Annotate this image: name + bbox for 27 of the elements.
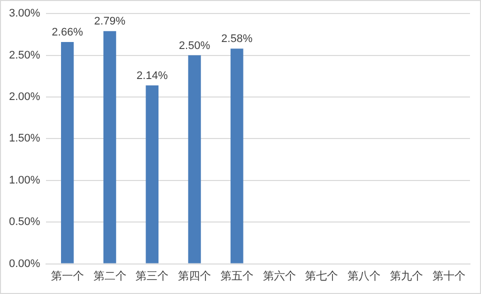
- x-tick-label: 第六个: [262, 269, 296, 282]
- y-tick-label: 2.00%: [8, 91, 40, 104]
- x-tick-label: 第三个: [136, 270, 169, 282]
- data-label: 2.66%: [52, 26, 84, 38]
- y-tick-label: 3.00%: [8, 8, 40, 20]
- x-tick-label: 第一个: [50, 270, 84, 282]
- x-tick-label: 第二个: [93, 270, 126, 282]
- x-tick-label: 第十个: [432, 269, 466, 282]
- bar: [230, 48, 244, 264]
- data-label: 2.79%: [94, 16, 126, 28]
- y-tick-label: 1.00%: [8, 174, 40, 186]
- data-label: 2.50%: [178, 40, 210, 52]
- y-tick-label: 1.50%: [8, 132, 40, 145]
- data-label: 2.58%: [221, 33, 253, 46]
- bar: [61, 42, 74, 264]
- bar: [146, 85, 158, 264]
- data-label: 2.14%: [136, 70, 168, 82]
- bar: [188, 55, 201, 264]
- y-tick-label: 0.00%: [8, 258, 40, 270]
- y-tick-label: 2.50%: [8, 49, 40, 62]
- y-tick-label: 0.50%: [8, 216, 40, 228]
- x-tick-label: 第七个: [305, 269, 338, 282]
- x-tick-label: 第五个: [220, 270, 254, 282]
- bar: [103, 31, 116, 264]
- x-tick-label: 第九个: [390, 269, 423, 282]
- x-tick-label: 第四个: [178, 270, 212, 282]
- x-tick-label: 第八个: [348, 270, 381, 282]
